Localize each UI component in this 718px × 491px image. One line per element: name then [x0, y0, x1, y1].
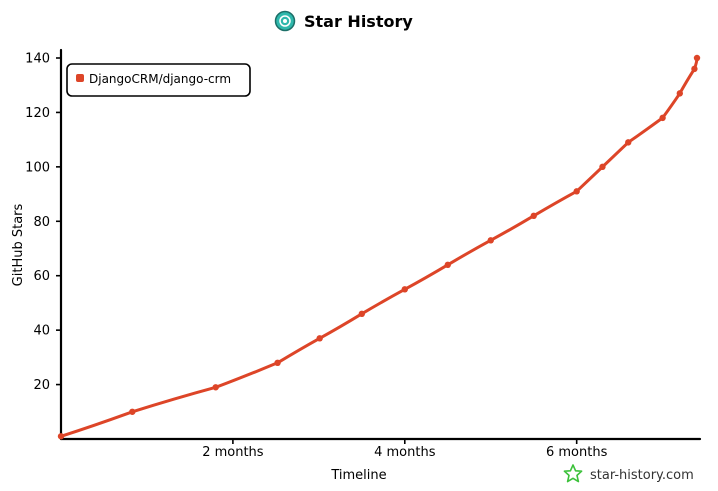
star-history-star-icon: [563, 464, 583, 483]
data-point: [129, 408, 136, 415]
x-axis-ticks: 2 months 4 months 6 months: [202, 439, 608, 460]
data-point: [693, 54, 701, 62]
data-point: [487, 237, 494, 244]
data-point: [316, 335, 323, 342]
data-point: [573, 188, 580, 195]
x-tick-label: 4 months: [374, 445, 436, 460]
legend-swatch: [76, 74, 84, 82]
data-point: [358, 310, 366, 318]
data-point: [691, 65, 698, 73]
watermark: star-history.com: [563, 464, 694, 483]
x-tick-label: 6 months: [546, 445, 608, 460]
data-point: [625, 139, 632, 146]
y-axis-ticks: 20 40 60 80 100 120 140: [25, 52, 61, 393]
data-point: [444, 261, 451, 269]
x-tick-label: 2 months: [202, 445, 264, 460]
axes: 20 40 60 80 100 120 140 2 months 4 months 6 mont…: [11, 48, 702, 483]
data-point: [274, 359, 281, 366]
y-tick-label: 40: [33, 324, 50, 339]
data-point: [530, 212, 537, 220]
data-point: [676, 90, 684, 97]
x-axis-title: Timeline: [330, 468, 386, 483]
data-point: [401, 286, 408, 293]
y-tick-label: 140: [25, 52, 50, 67]
star-history-logo-icon: [274, 10, 296, 32]
y-tick-label: 120: [25, 106, 50, 121]
y-axis-title: GitHub Stars: [11, 203, 26, 286]
legend-label: DjangoCRM/django-crm: [89, 72, 231, 86]
legend-box: [66, 63, 251, 97]
chart-header: Star History: [274, 10, 413, 32]
legend: DjangoCRM/django-crm: [66, 63, 251, 97]
data-point: [57, 433, 65, 440]
y-tick-label: 20: [33, 378, 50, 393]
chart-title: Star History: [304, 12, 413, 31]
data-point: [659, 114, 666, 122]
y-tick-label: 60: [33, 269, 50, 284]
series-line: [59, 56, 699, 438]
watermark-text: star-history.com: [590, 468, 694, 483]
data-point: [212, 384, 219, 391]
data-point: [599, 163, 606, 171]
series-layer: [57, 54, 701, 440]
y-tick-label: 80: [33, 215, 50, 230]
y-tick-label: 100: [25, 160, 50, 175]
